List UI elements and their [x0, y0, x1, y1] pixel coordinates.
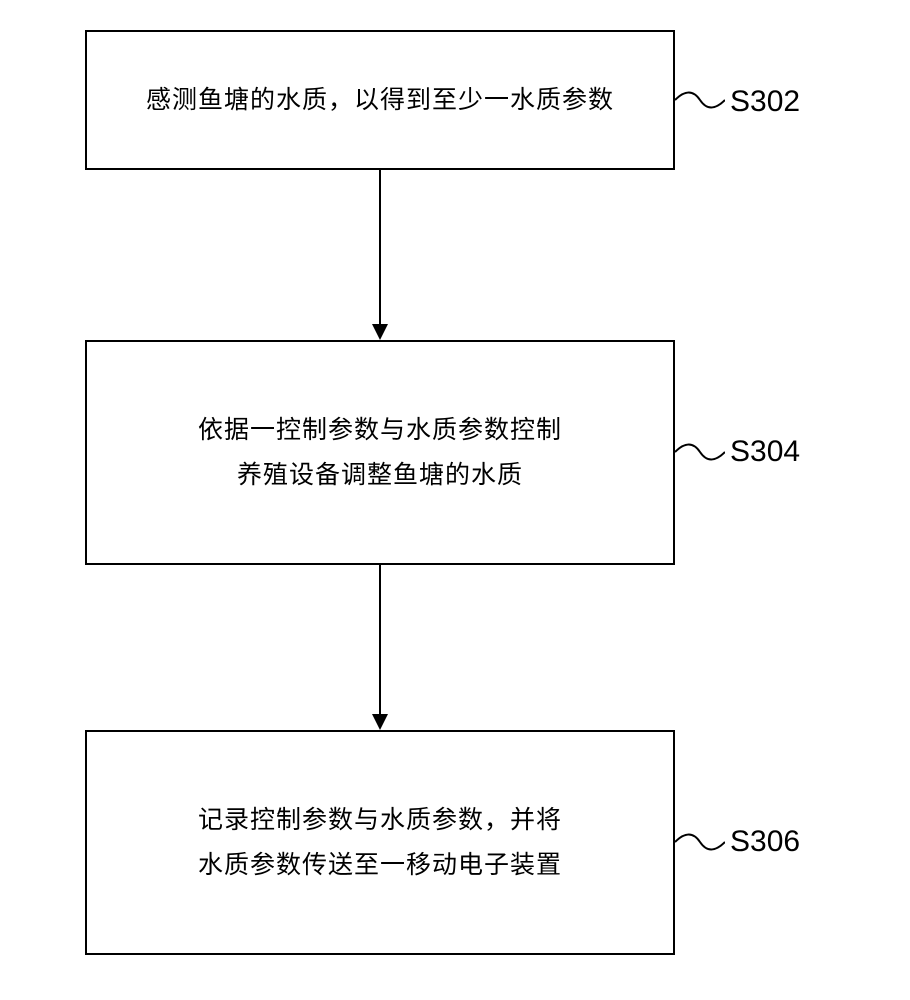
- flowchart-node-s306: 记录控制参数与水质参数，并将 水质参数传送至一移动电子装置: [85, 730, 675, 955]
- label-connector: [675, 827, 725, 857]
- node-text-line1: 依据一控制参数与水质参数控制: [198, 408, 562, 453]
- flow-arrow-head: [372, 324, 388, 340]
- node-text: 感测鱼塘的水质，以得到至少一水质参数: [146, 78, 614, 123]
- step-label-s306: S306: [730, 825, 800, 859]
- flowchart-node-s304: 依据一控制参数与水质参数控制 养殖设备调整鱼塘的水质: [85, 340, 675, 565]
- node-text-line2: 水质参数传送至一移动电子装置: [198, 843, 562, 888]
- node-text-line1: 记录控制参数与水质参数，并将: [198, 798, 562, 843]
- label-connector: [675, 85, 725, 115]
- label-connector: [675, 437, 725, 467]
- step-label-s302: S302: [730, 85, 800, 119]
- flow-arrow-line: [379, 565, 381, 714]
- node-text-line2: 养殖设备调整鱼塘的水质: [237, 453, 523, 498]
- step-label-s304: S304: [730, 435, 800, 469]
- flow-arrow-head: [372, 714, 388, 730]
- flow-arrow-line: [379, 170, 381, 324]
- flowchart-node-s302: 感测鱼塘的水质，以得到至少一水质参数: [85, 30, 675, 170]
